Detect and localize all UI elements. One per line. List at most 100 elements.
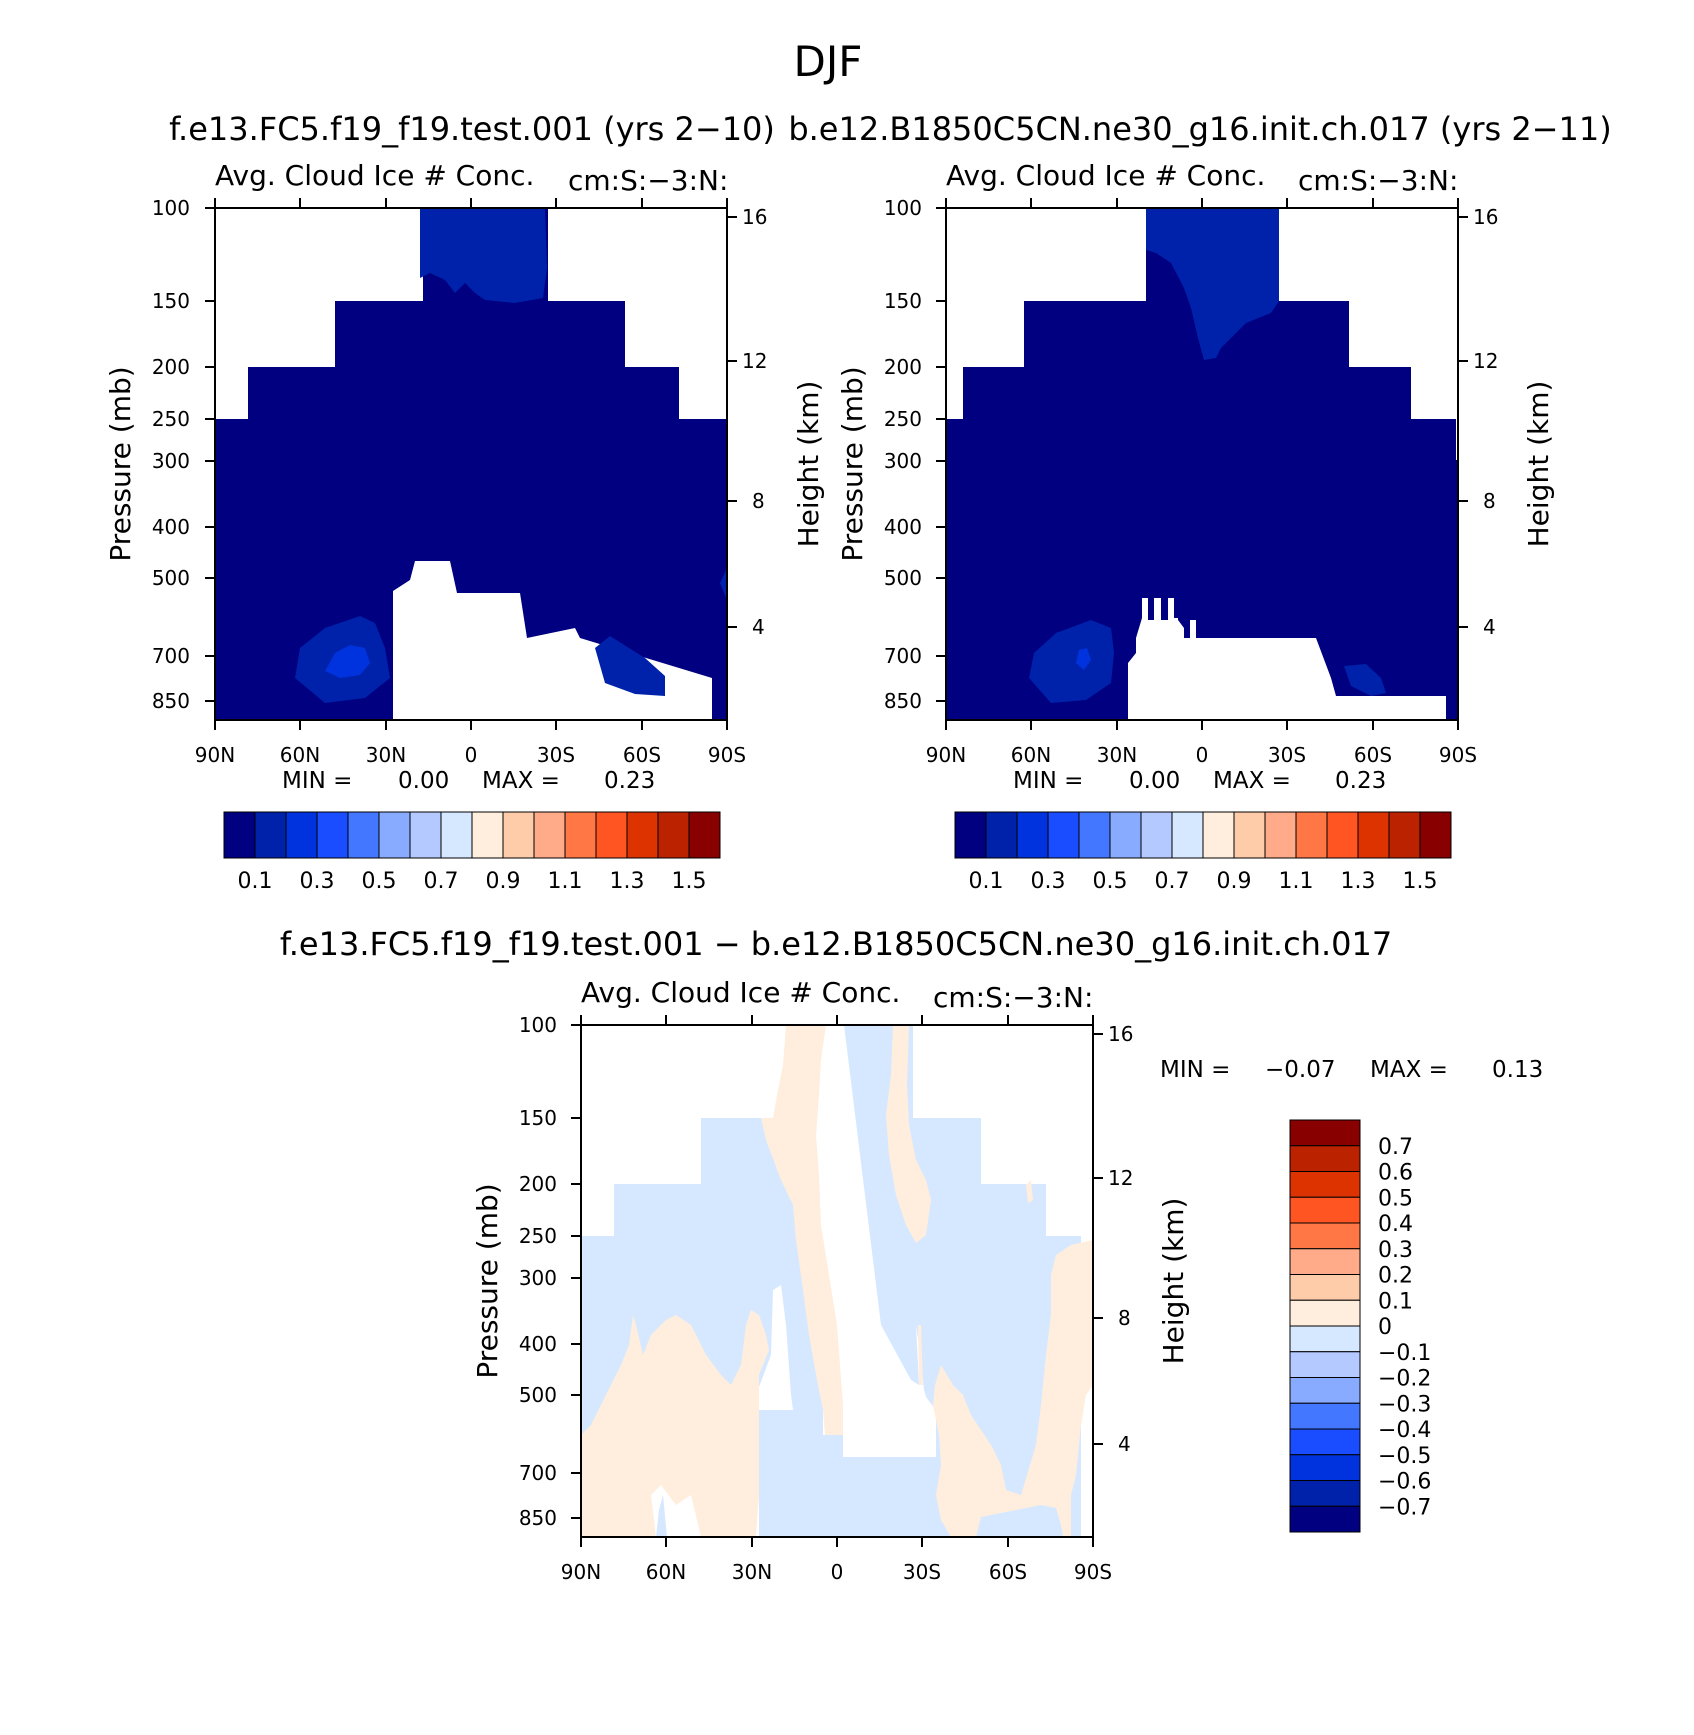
panel2-colorbar: 0.1 0.3 0.5 0.7 0.9 1.1 1.3 1.5 — [954, 811, 1452, 894]
panel3-left-string: Avg. Cloud Ice # Conc. — [581, 976, 900, 1009]
colorbar-label: 0.5 — [362, 869, 397, 894]
colorbar-swatch — [1289, 1428, 1361, 1456]
panel1-xtick-90n: 90N — [195, 743, 235, 767]
colorbar-swatch — [1289, 1454, 1361, 1481]
panel3-htick-4: 4 — [1118, 1432, 1131, 1456]
panel3-ticks — [571, 1015, 1103, 1547]
colorbar-label: 0 — [1378, 1315, 1392, 1340]
colorbar-swatch — [223, 811, 256, 859]
panel1-ytick-250: 250 — [152, 407, 190, 431]
panel1-xtick-60s: 60S — [623, 743, 661, 767]
colorbar-swatch — [595, 811, 628, 859]
panel3-colorbar: 0.70.60.50.40.30.20.10−0.1−0.2−0.3−0.4−0… — [1289, 1119, 1431, 1533]
panel2-ytick-500: 500 — [884, 566, 922, 590]
colorbar-label: −0.7 — [1378, 1495, 1431, 1520]
panel1-ytick-400: 400 — [152, 515, 190, 539]
colorbar-label: 0.5 — [1093, 869, 1128, 894]
panel1-ytick-100: 100 — [152, 196, 190, 220]
panel2-blob-left — [1029, 620, 1114, 703]
panel3-xtick-0: 0 — [831, 1560, 844, 1584]
panel2-ylabel-right: Height (km) — [1522, 381, 1555, 548]
panel3: Avg. Cloud Ice # Conc. cm:S:−3:N: — [471, 976, 1543, 1584]
colorbar-swatch — [1140, 811, 1173, 859]
panel1-xtick-30n: 30N — [366, 743, 406, 767]
colorbar-swatch — [1289, 1377, 1361, 1404]
panel3-xtick-60s: 60S — [989, 1560, 1027, 1584]
panel2-field-medium — [1146, 208, 1279, 360]
panel1-right-string: cm:S:−3:N: — [568, 164, 728, 197]
colorbar-label: 1.3 — [610, 869, 645, 894]
panel3-field-positive-right — [933, 1240, 1093, 1537]
colorbar-label: 0.2 — [1378, 1264, 1413, 1289]
panel2-htick-12: 12 — [1473, 349, 1498, 373]
colorbar-label: 0.3 — [1378, 1238, 1413, 1263]
panel3-ylabel-right: Height (km) — [1157, 1198, 1190, 1365]
colorbar-swatch — [1357, 811, 1390, 859]
colorbar-label: 0.3 — [1031, 869, 1066, 894]
panel1-min-label: MIN = — [282, 768, 352, 794]
panel2-x-tick-labels: 90N 60N 30N 0 30S 60S 90S — [926, 743, 1477, 767]
colorbar-swatch — [1289, 1480, 1361, 1507]
colorbar-swatch — [1171, 811, 1204, 859]
colorbar-swatch — [1326, 811, 1359, 859]
colorbar-swatch — [1202, 811, 1235, 859]
colorbar-swatch — [1388, 811, 1421, 859]
panel3-field-positive-left — [581, 1310, 769, 1537]
panel3-ytick-400: 400 — [519, 1332, 557, 1356]
panel3-ylabel: Pressure (mb) — [471, 1183, 504, 1378]
panel2-xtick-0: 0 — [1196, 743, 1209, 767]
colorbar-label: 0.5 — [1378, 1186, 1413, 1211]
panel3-ytick-150: 150 — [519, 1106, 557, 1130]
panel2-max-value: 0.23 — [1335, 768, 1386, 794]
panel3-ytick-700: 700 — [519, 1461, 557, 1485]
colorbar-swatch — [564, 811, 597, 859]
colorbar-label: −0.5 — [1378, 1444, 1431, 1469]
colorbar-swatch — [1289, 1505, 1361, 1533]
panel1-field-dark — [215, 208, 727, 720]
panel3-ytick-500: 500 — [519, 1383, 557, 1407]
panel2-ytick-150: 150 — [884, 289, 922, 313]
panel2-xtick-30n: 30N — [1097, 743, 1137, 767]
panel2-xtick-30s: 30S — [1268, 743, 1306, 767]
panel3-htick-8: 8 — [1118, 1306, 1131, 1330]
colorbar-swatch — [1295, 811, 1328, 859]
panel3-htick-12: 12 — [1108, 1166, 1133, 1190]
colorbar-label: 0.1 — [969, 869, 1004, 894]
colorbar-swatch — [688, 811, 721, 859]
panel1-ytick-300: 300 — [152, 449, 190, 473]
panel3-field-positive-center — [761, 1025, 843, 1435]
panel2-y-tick-labels: 100 150 200 250 300 400 500 700 850 — [884, 196, 922, 713]
panel2-ticks — [936, 198, 1468, 730]
panel3-field-negative-bottom-left — [656, 1495, 667, 1537]
colorbar-swatch — [1419, 811, 1452, 859]
panel3-field-positive-column — [918, 1325, 923, 1385]
panel2-ytick-100: 100 — [884, 196, 922, 220]
colorbar-swatch — [1289, 1325, 1361, 1353]
colorbar-swatch — [502, 811, 535, 859]
colorbar-swatch — [626, 811, 659, 859]
colorbar-swatch — [1289, 1248, 1361, 1275]
panel2-htick-8: 8 — [1483, 489, 1496, 513]
panel2-right-string: cm:S:−3:N: — [1298, 164, 1458, 197]
colorbar-label: 0.7 — [1378, 1135, 1413, 1160]
colorbar-label: 0.9 — [486, 869, 521, 894]
panel1-colorbar: 0.1 0.3 0.5 0.7 0.9 1.1 1.3 1.5 — [223, 811, 721, 894]
colorbar-label: 0.6 — [1378, 1161, 1413, 1186]
panel3-min-label: MIN = — [1160, 1057, 1230, 1083]
colorbar-swatch — [440, 811, 473, 859]
colorbar-swatch — [657, 811, 690, 859]
panel3-field-positive-upper-right — [886, 1025, 931, 1243]
colorbar-label: 0.1 — [1378, 1289, 1413, 1314]
panel1-ytick-850: 850 — [152, 689, 190, 713]
panel2-xtick-60n: 60N — [1011, 743, 1051, 767]
diff-title: f.e13.FC5.f19_f19.test.001 − b.e12.B1850… — [280, 925, 1392, 963]
panel1-y-tick-labels: 100 150 200 250 300 400 500 700 850 — [152, 196, 190, 713]
figure-title: DJF — [794, 37, 863, 86]
panel3-min-value: −0.07 — [1265, 1057, 1335, 1083]
panel1-htick-12: 12 — [742, 349, 767, 373]
panel1-xtick-90s: 90S — [708, 743, 746, 767]
panel3-ytick-250: 250 — [519, 1224, 557, 1248]
colorbar-swatch — [1289, 1402, 1361, 1430]
colorbar-label: −0.2 — [1378, 1367, 1431, 1392]
panel3-plot-area — [580, 1024, 1094, 1538]
